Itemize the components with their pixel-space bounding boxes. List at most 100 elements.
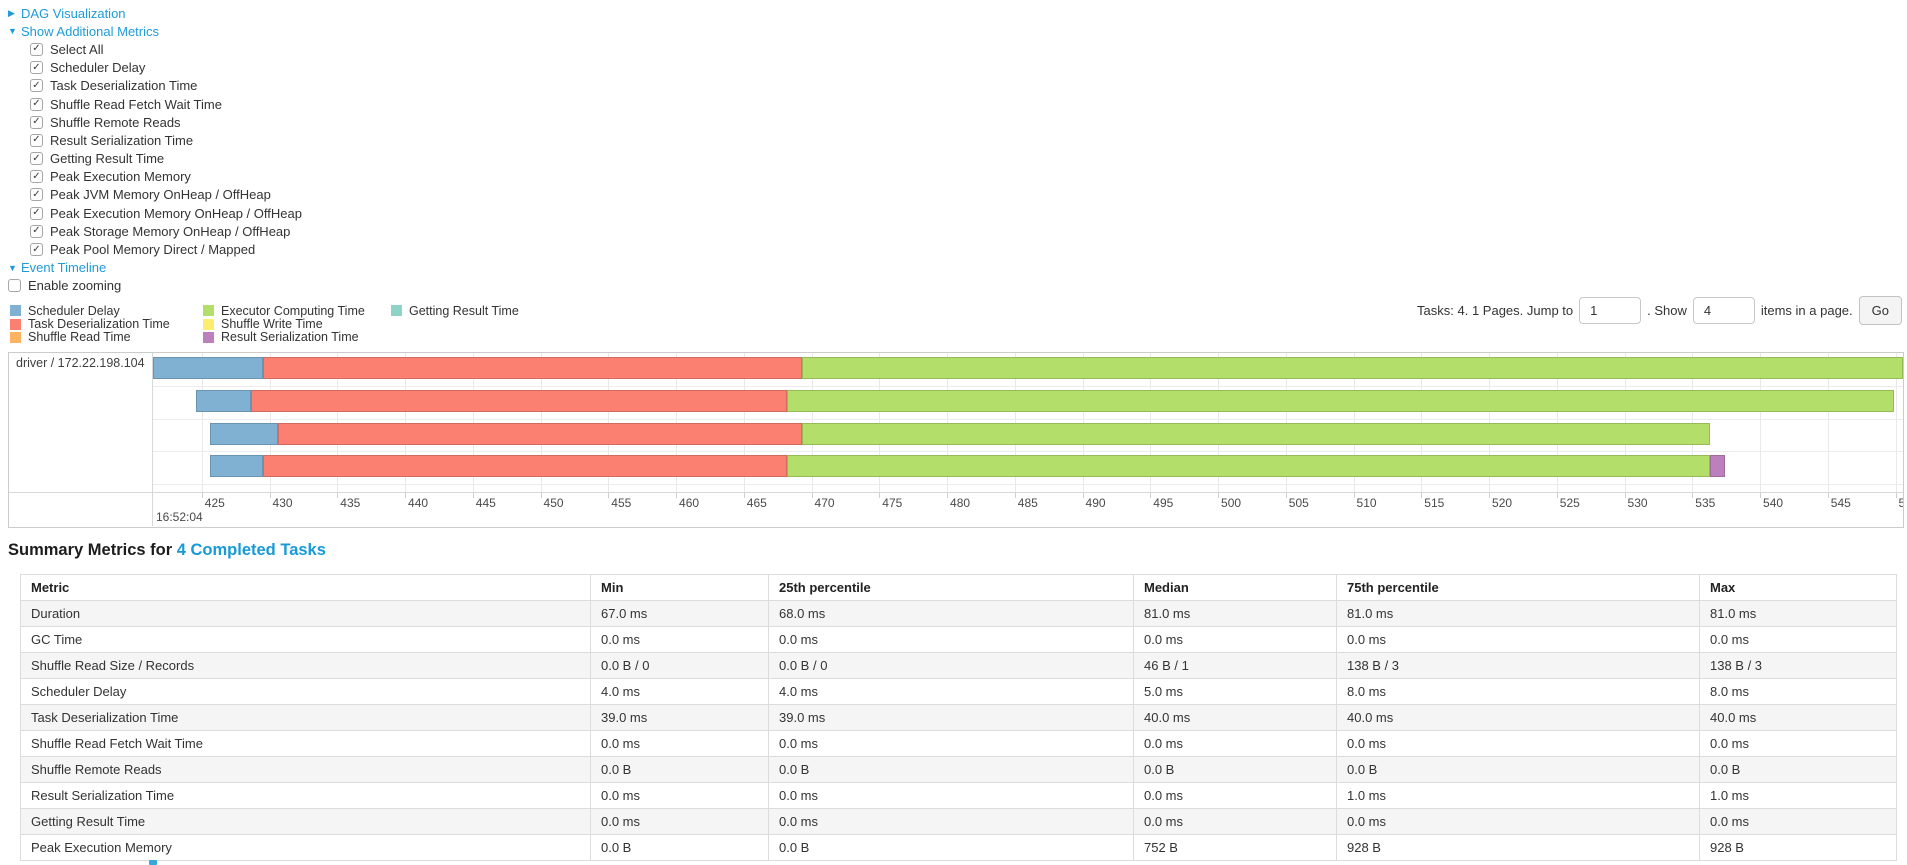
table-cell: 8.0 ms (1336, 678, 1700, 705)
next-section-cutoff-fragment (149, 860, 157, 865)
table-cell: 0.0 ms (768, 730, 1134, 757)
axis-tick-label: 430 (272, 496, 293, 510)
axis-tick-mark (1421, 493, 1423, 498)
table-cell: Shuffle Remote Reads (20, 756, 591, 783)
axis-tick-mark (947, 493, 949, 498)
timeline-bar-executor_computing[interactable] (802, 422, 1710, 445)
axis-tick-mark (879, 493, 881, 498)
tasks-pagination: Tasks: 4. 1 Pages. Jump to . Show items … (1417, 295, 1902, 325)
timeline-bar-scheduler_delay[interactable] (153, 357, 263, 379)
metric-checkbox[interactable]: ✓ (30, 243, 43, 257)
timeline-bar-executor_computing[interactable] (787, 455, 1710, 478)
metric-checkbox[interactable]: ✓ (30, 224, 43, 238)
table-cell: 138 B / 3 (1336, 652, 1700, 679)
legend-swatch-scheduler_delay (10, 305, 21, 317)
items-per-page-input[interactable] (1692, 296, 1755, 324)
completed-tasks-link[interactable]: 4 Completed Tasks (176, 541, 326, 559)
metric-checkbox[interactable]: ✓ (30, 79, 43, 93)
table-cell: 0.0 ms (1336, 808, 1700, 835)
table-cell: 0.0 ms (1133, 730, 1337, 757)
axis-tick-mark (1624, 493, 1626, 498)
summary-metrics-title: Summary Metrics for 4 Completed Tasks (8, 541, 326, 560)
summary-title-text: Summary Metrics for (8, 541, 177, 559)
legend-label: Task Deserialization Time (28, 317, 170, 332)
metric-checkbox[interactable]: ✓ (30, 152, 43, 166)
show-additional-metrics-toggle[interactable]: ▼ Show Additional Metrics (8, 22, 302, 40)
table-row: Shuffle Read Size / Records 0.0 B / 0 0.0 … (20, 652, 1897, 679)
legend-label: Shuffle Write Time (221, 317, 323, 332)
legend-column: Scheduler Delay Task Deserialization Time… (10, 304, 203, 344)
jump-to-page-input[interactable] (1579, 296, 1642, 324)
axis-tick-mark (1150, 493, 1152, 498)
show-additional-metrics-link[interactable]: Show Additional Metrics (21, 23, 160, 39)
axis-tick-label: 450 (543, 496, 564, 510)
axis-tick-label: 490 (1085, 496, 1106, 510)
enable-zooming-checkbox[interactable] (8, 279, 21, 293)
table-cell: 0.0 ms (1699, 730, 1897, 757)
metric-checkbox[interactable]: ✓ (30, 61, 43, 75)
timeline-bar-executor_computing[interactable] (802, 357, 1903, 379)
timeline-bar-scheduler_delay[interactable] (209, 422, 278, 445)
axis-tick-mark (1082, 493, 1084, 498)
legend-swatch-getting_result (391, 305, 402, 317)
axis-tick-mark (1692, 493, 1694, 498)
timeline-bar-task_deserialization[interactable] (250, 389, 788, 412)
table-header-cell: Min (590, 574, 769, 601)
timeline-bar-task_deserialization[interactable] (262, 455, 788, 478)
table-row: Duration 67.0 ms 68.0 ms 81.0 ms 81.0 ms 81.0… (20, 600, 1897, 627)
legend-column: Executor Computing Time Shuffle Write Tim… (203, 304, 391, 344)
timeline-bar-task_deserialization[interactable] (262, 357, 803, 379)
metric-checkbox-item: ✓ Peak Execution Memory OnHeap / OffHeap (30, 204, 302, 222)
metric-checkbox[interactable]: ✓ (30, 42, 43, 56)
metric-checkbox[interactable]: ✓ (30, 133, 43, 147)
metric-checkbox-label: Peak Storage Memory OnHeap / OffHeap (50, 223, 291, 239)
table-cell: 0.0 ms (1699, 808, 1897, 835)
timeline-bar-result_serialization[interactable] (1709, 455, 1725, 478)
event-timeline-link[interactable]: Event Timeline (21, 260, 107, 276)
timeline-gridline (1827, 353, 1829, 492)
metric-checkbox-item: ✓ Peak Storage Memory OnHeap / OffHeap (30, 222, 302, 240)
go-button[interactable]: Go (1858, 295, 1902, 325)
metric-checkbox[interactable]: ✓ (30, 115, 43, 129)
metric-checkbox[interactable]: ✓ (30, 206, 43, 220)
timeline-gridline (201, 353, 203, 492)
items-per-page-label: items in a page. (1760, 302, 1853, 318)
table-cell: 81.0 ms (1133, 600, 1337, 627)
table-row: Result Serialization Time 0.0 ms 0.0 ms 0.0… (20, 782, 1897, 809)
table-cell: 40.0 ms (1133, 704, 1337, 731)
table-cell: 0.0 ms (1133, 808, 1337, 835)
axis-tick-label: 535 (1695, 496, 1716, 510)
timeline-bar-executor_computing[interactable] (787, 389, 1895, 412)
dag-visualization-toggle[interactable]: ▶ DAG Visualization (8, 4, 302, 22)
table-header-cell: 25th percentile (768, 574, 1134, 601)
table-cell: 81.0 ms (1336, 600, 1700, 627)
timeline-plot-area[interactable] (153, 353, 1903, 492)
legend-item: Task Deserialization Time (10, 317, 203, 332)
table-cell: 0.0 B / 0 (590, 652, 769, 679)
expanded-arrow-icon: ▼ (8, 26, 17, 37)
table-cell: 928 B (1699, 834, 1897, 861)
table-cell: Scheduler Delay (20, 678, 591, 705)
timeline-row-divider (153, 484, 1903, 485)
legend-swatch-result_serialization (203, 331, 214, 343)
table-cell: 0.0 ms (768, 808, 1134, 835)
metric-checkbox[interactable]: ✓ (30, 97, 43, 111)
metric-checkbox[interactable]: ✓ (30, 188, 43, 202)
table-cell: 67.0 ms (590, 600, 769, 627)
timeline-row-divider (153, 385, 1903, 387)
axis-tick-mark (743, 493, 745, 498)
metric-checkbox[interactable]: ✓ (30, 170, 43, 184)
table-row: Shuffle Read Fetch Wait Time 0.0 ms 0.0 ms… (20, 730, 1897, 757)
timeline-bar-scheduler_delay[interactable] (196, 389, 251, 412)
table-cell: 4.0 ms (590, 678, 769, 705)
metric-checkbox-item: ✓ Peak Pool Memory Direct / Mapped (30, 240, 302, 258)
dag-visualization-link[interactable]: DAG Visualization (21, 5, 126, 21)
timeline-bar-scheduler_delay[interactable] (209, 455, 263, 478)
event-timeline-chart: driver / 172.22.198.104 425 430 435 440 445 4… (8, 352, 1904, 528)
legend-item: Scheduler Delay (10, 304, 203, 318)
table-cell: 40.0 ms (1336, 704, 1700, 731)
metric-checkbox-item: ✓ Getting Result Time (30, 150, 302, 168)
event-timeline-toggle[interactable]: ▼ Event Timeline (8, 259, 302, 277)
axis-tick-label: 545 (1830, 496, 1851, 510)
timeline-bar-task_deserialization[interactable] (277, 422, 803, 445)
